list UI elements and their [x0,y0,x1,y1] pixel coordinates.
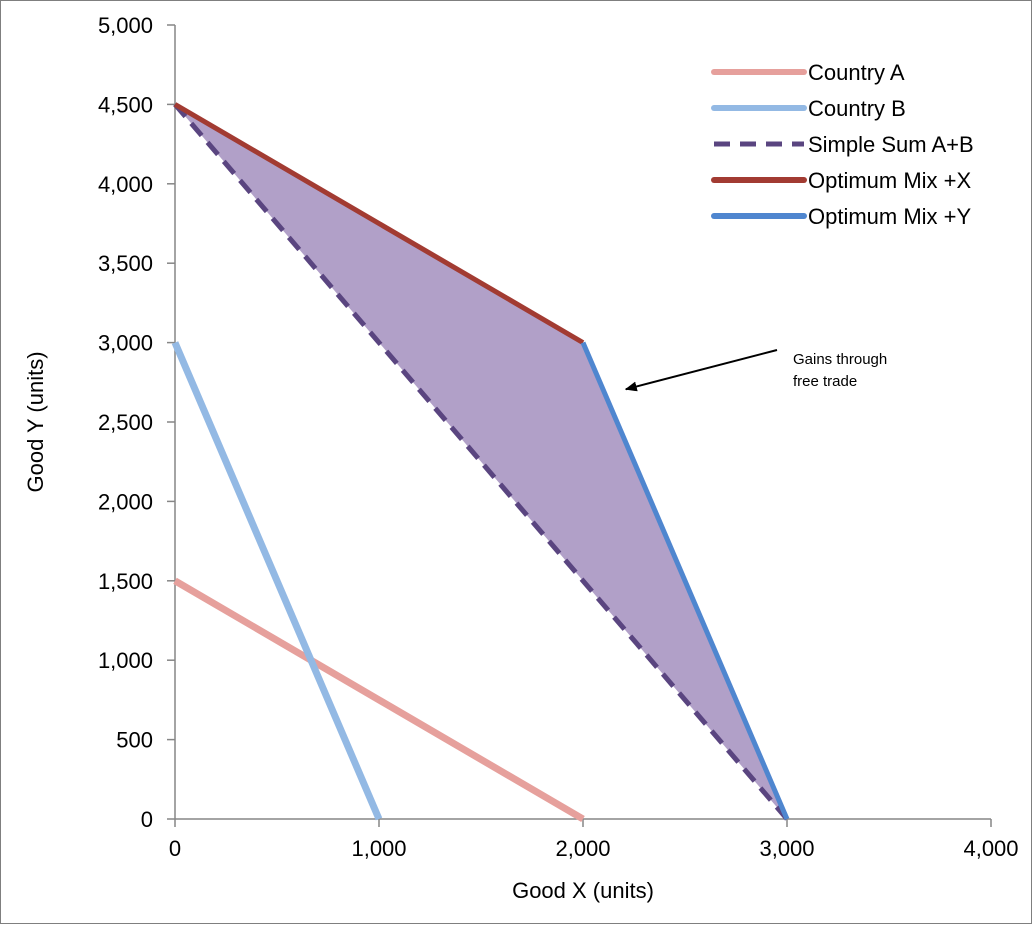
y-tick-label: 2,000 [98,489,153,514]
y-tick-label: 1,000 [98,648,153,673]
y-tick-label: 4,500 [98,92,153,117]
y-tick-label: 3,000 [98,331,153,356]
y-tick-label: 5,000 [98,13,153,38]
axes-group [167,24,992,827]
x-tick-label: 1,000 [351,836,406,861]
legend-label-4: Optimum Mix +X [808,168,972,193]
x-tick-label: 2,000 [555,836,610,861]
series-line-2 [171,341,383,821]
y-tick-label: 500 [116,728,153,753]
y-tick-label: 0 [141,807,153,832]
tick-labels-group: 0 1,000 2,000 3,000 4,000 0 500 1,000 1,500 2,000… [98,13,1019,861]
x-tick-label: 4,000 [963,836,1018,861]
y-axis-title: Good Y (units) [23,351,48,492]
annotation-arrow [624,349,778,392]
series-line-3 [173,102,789,821]
series-group [171,102,790,823]
series-line-1 [173,577,585,823]
y-tick-label: 4,000 [98,172,153,197]
series-line-5 [580,341,790,820]
y-tick-label: 1,500 [98,569,153,594]
x-tick-label: 0 [169,836,181,861]
annotation-group: Gains through free trade [624,349,887,392]
legend: Country A Country B Simple Sum A+B Optimum … [711,60,974,229]
annotation-text-line-2: free trade [793,373,857,390]
legend-label-5: Optimum Mix +Y [808,204,972,229]
gains-shaded-area [175,104,787,819]
shaded-area-group [175,104,787,819]
y-tick-label: 3,500 [98,251,153,276]
series-line-4 [173,102,585,345]
x-axis-title: Good X (units) [512,878,654,903]
axis-titles-group: Good X (units) Good Y (units) [23,351,654,903]
y-tick-label: 2,500 [98,410,153,435]
annotation-text-line-1: Gains through [793,351,887,368]
legend-label-3: Simple Sum A+B [808,132,974,157]
legend-label-2: Country B [808,96,906,121]
legend-label-1: Country A [808,60,905,85]
x-tick-label: 3,000 [759,836,814,861]
